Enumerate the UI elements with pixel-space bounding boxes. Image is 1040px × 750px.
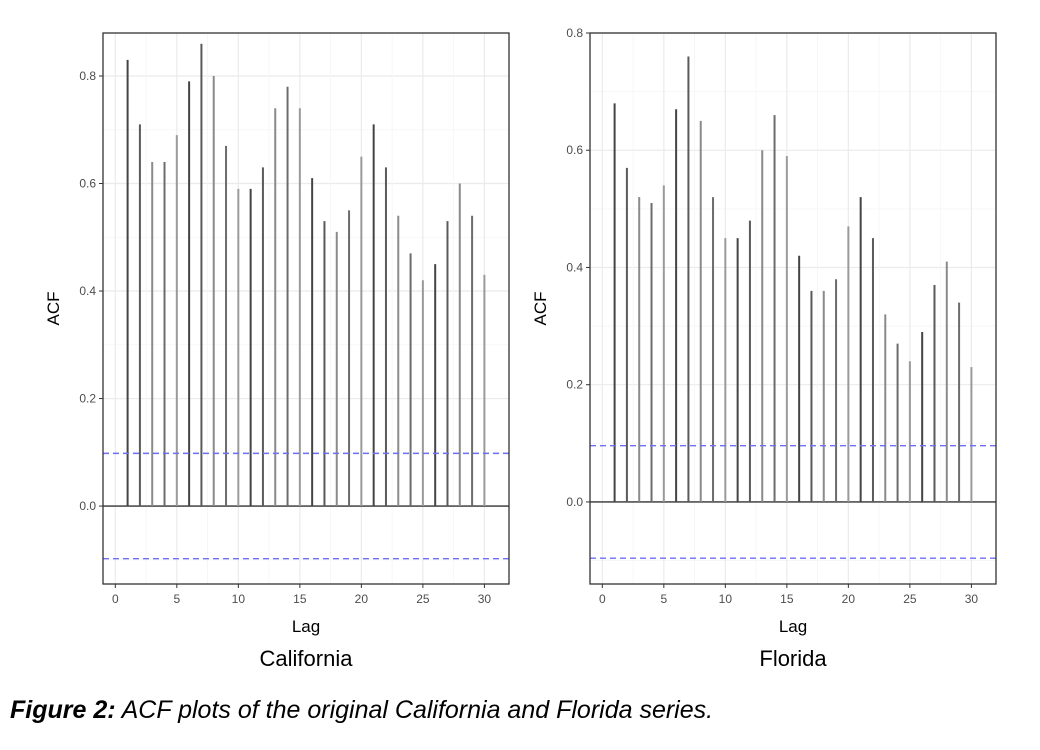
x-axis-label: Lag: [779, 617, 807, 636]
x-tick-label: 10: [232, 592, 246, 606]
x-tick-label: 25: [903, 592, 917, 606]
x-tick-label: 5: [660, 592, 667, 606]
plot-background: [590, 33, 996, 584]
figure-caption: Figure 2: ACF plots of the original Cali…: [10, 696, 713, 725]
acf-panel-california: 0.0 0.2 0.4 0.6 0.8 0 5 10 15 20 25 30 Lag ACF Califor…: [44, 32, 510, 671]
x-axis-label: Lag: [292, 617, 320, 636]
panel-border: [589, 32, 997, 585]
y-tick-label: 0.2: [566, 378, 583, 392]
panel-subtitle: Florida: [759, 646, 827, 671]
y-tick-label: 0.0: [566, 495, 583, 509]
x-tick-label: 20: [842, 592, 856, 606]
x-tick-label: 30: [965, 592, 979, 606]
panel-subtitle: California: [260, 646, 354, 671]
x-tick-label: 0: [112, 592, 119, 606]
x-tick-label: 15: [293, 592, 307, 606]
x-tick-label: 25: [416, 592, 430, 606]
plot-background: [103, 33, 509, 584]
x-tick-label: 0: [599, 592, 606, 606]
y-tick-label: 0.6: [566, 143, 583, 157]
x-tick-label: 10: [719, 592, 733, 606]
x-tick-label: 15: [780, 592, 794, 606]
caption-lead: Figure 2:: [10, 696, 116, 724]
acf-panel-florida: 0.0 0.2 0.4 0.6 0.8 0 5 10 15 20 25 30 Lag ACF Florida: [531, 26, 997, 671]
y-tick-label: 0.8: [79, 69, 96, 83]
x-tick-label: 30: [478, 592, 492, 606]
y-tick-label: 0.8: [566, 26, 583, 40]
y-tick-label: 0.0: [79, 499, 96, 513]
caption-text: ACF plots of the original California and…: [115, 696, 714, 724]
y-axis-label: ACF: [531, 292, 550, 326]
y-tick-label: 0.6: [79, 177, 96, 191]
x-tick-label: 5: [173, 592, 180, 606]
y-tick-label: 0.4: [566, 260, 583, 274]
x-tick-label: 20: [355, 592, 369, 606]
y-tick-label: 0.4: [79, 284, 96, 298]
y-axis-label: ACF: [44, 292, 63, 326]
panel-border: [102, 32, 510, 585]
y-tick-label: 0.2: [79, 392, 96, 406]
